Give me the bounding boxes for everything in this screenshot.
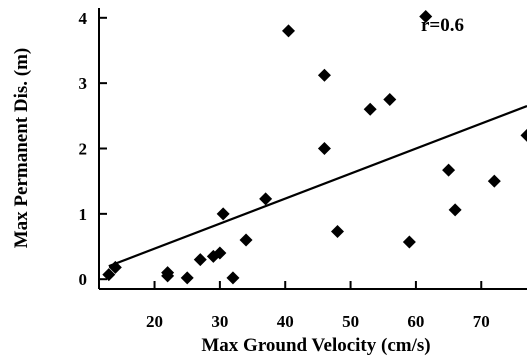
- data-point: [317, 142, 331, 155]
- data-point: [281, 24, 295, 38]
- y-axis-title: Max Permanent Dis. (m): [11, 48, 32, 249]
- y-tick-label: 3: [79, 74, 88, 93]
- data-point: [161, 266, 175, 280]
- correlation-annotation: r=0.6: [421, 15, 464, 36]
- data-point: [206, 249, 220, 263]
- y-tick-label: 0: [79, 270, 88, 289]
- data-point: [487, 174, 501, 188]
- data-point: [216, 207, 230, 221]
- x-tick-label: 20: [146, 312, 163, 331]
- data-point: [419, 9, 433, 23]
- data-point: [102, 268, 116, 282]
- data-point: [108, 260, 122, 274]
- data-point: [363, 102, 377, 116]
- chart-ticks: 0 1 2 3 4 20 30 40 50 60 70: [79, 9, 490, 331]
- trend-line: [108, 104, 527, 268]
- data-point: [402, 235, 416, 249]
- x-tick-label: 70: [473, 312, 490, 331]
- y-tick-label: 4: [79, 9, 88, 28]
- data-point: [180, 271, 194, 285]
- x-tick-label: 50: [342, 312, 359, 331]
- y-tick-label: 1: [79, 205, 88, 224]
- data-point: [226, 271, 240, 285]
- data-point: [259, 192, 273, 206]
- data-point: [442, 163, 456, 177]
- data-point: [317, 68, 331, 82]
- x-tick-label: 60: [407, 312, 424, 331]
- data-point: [239, 233, 253, 247]
- data-point: [193, 253, 207, 267]
- x-tick-label: 40: [277, 312, 294, 331]
- data-point: [331, 224, 345, 238]
- chart-axes: [98, 8, 527, 290]
- x-axis-title: Max Ground Velocity (cm/s): [201, 335, 430, 356]
- y-tick-label: 2: [79, 140, 88, 159]
- x-tick-label: 30: [211, 312, 228, 331]
- data-point: [520, 128, 527, 142]
- data-point: [383, 92, 397, 106]
- data-point: [213, 246, 227, 260]
- data-point: [448, 203, 462, 217]
- data-points: [102, 9, 527, 285]
